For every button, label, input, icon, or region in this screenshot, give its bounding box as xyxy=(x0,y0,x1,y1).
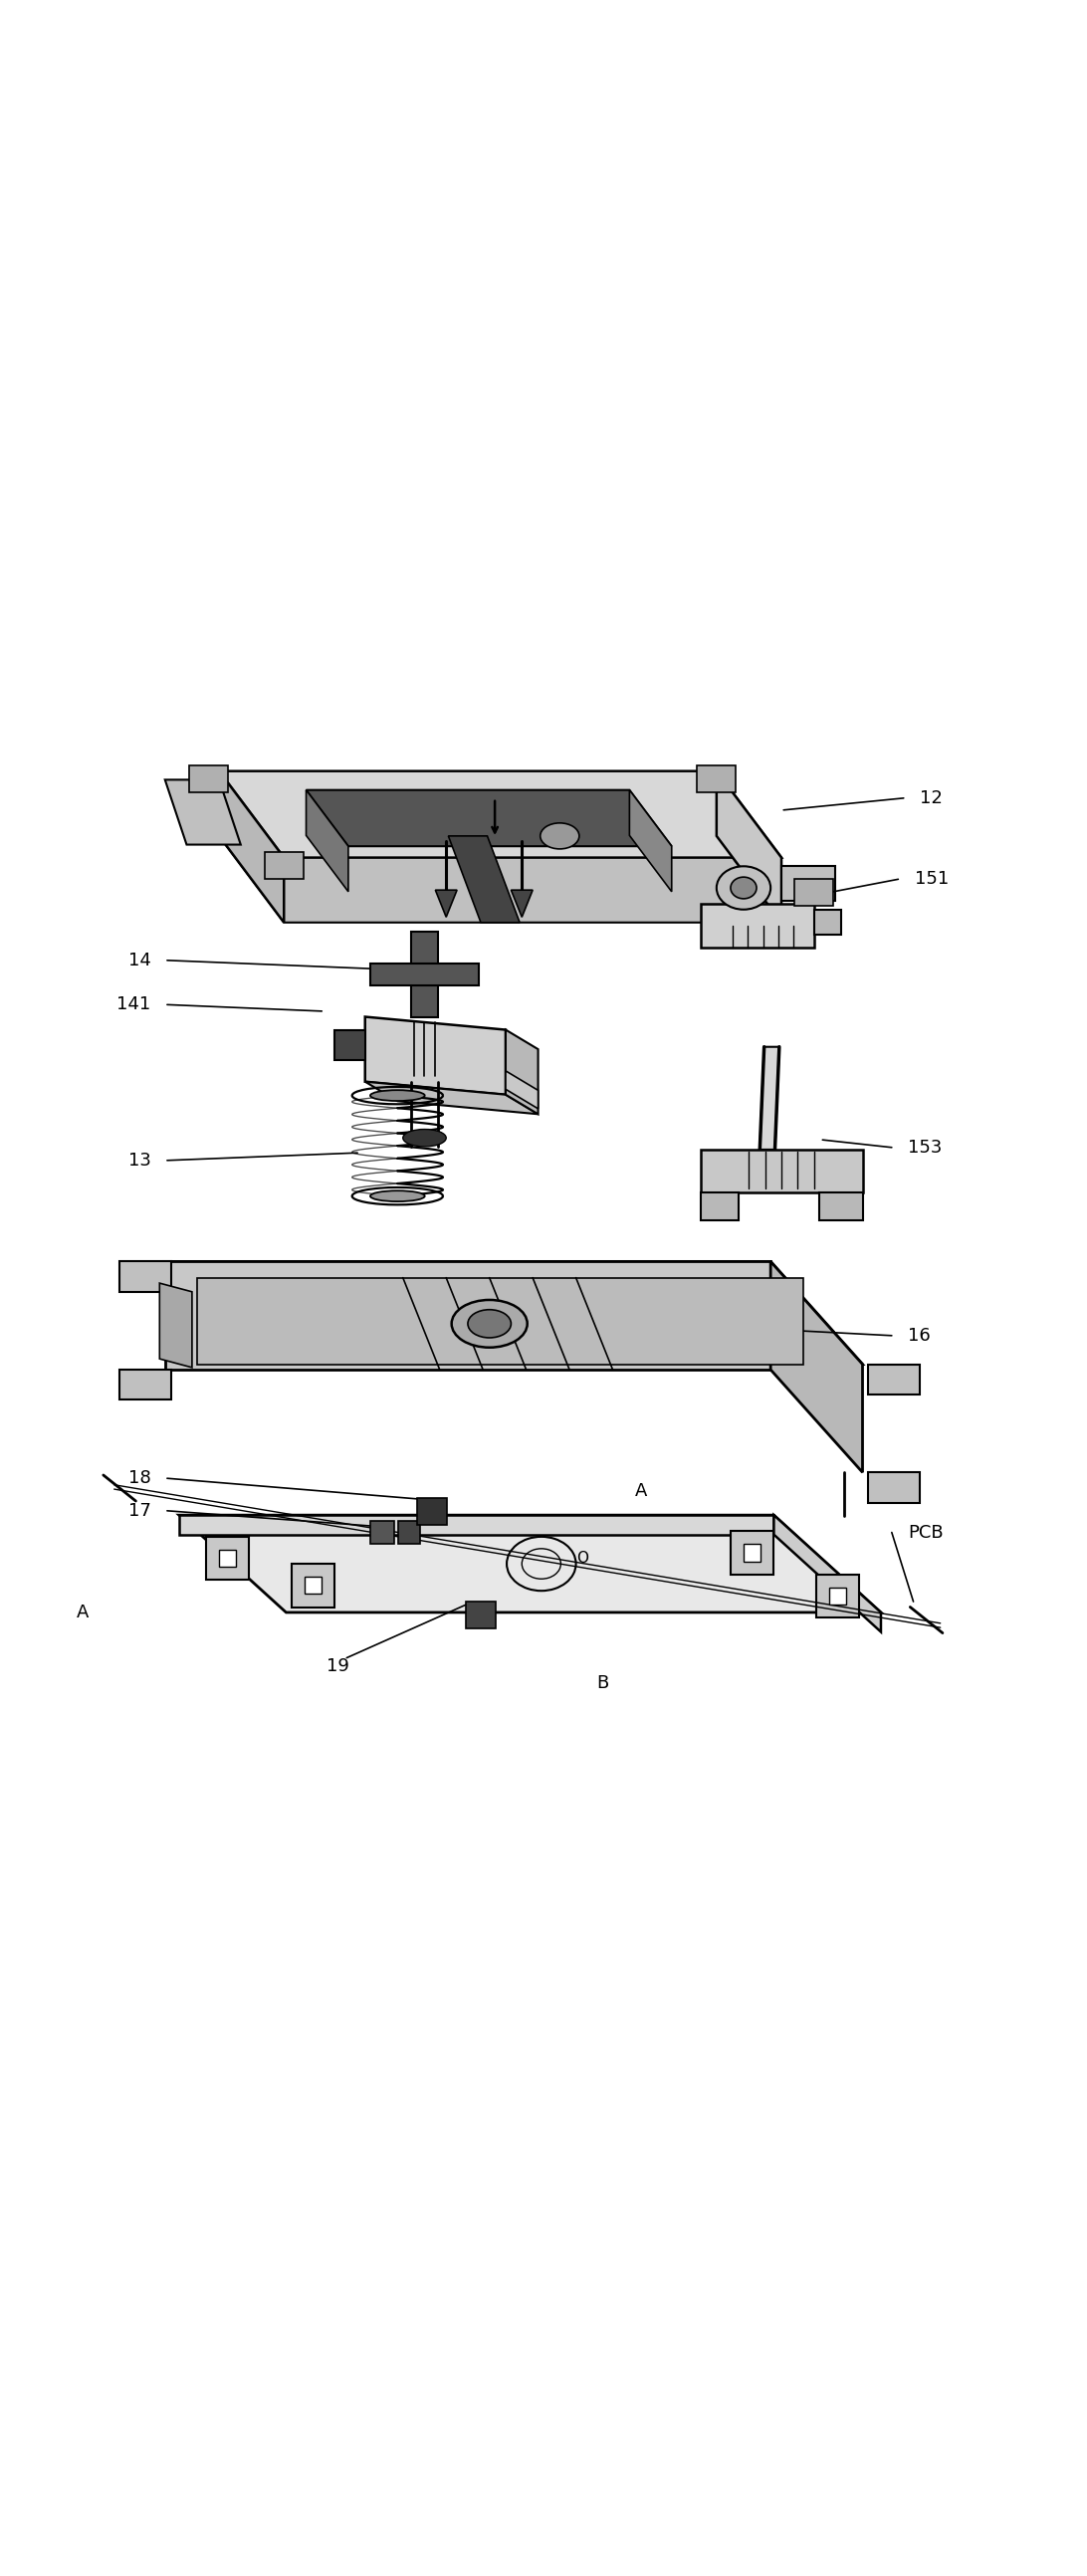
Text: 141: 141 xyxy=(116,997,151,1012)
Bar xyxy=(417,1497,447,1525)
Text: 151: 151 xyxy=(914,871,949,889)
Bar xyxy=(465,1602,496,1628)
Ellipse shape xyxy=(451,1301,527,1347)
Polygon shape xyxy=(160,1283,192,1368)
Polygon shape xyxy=(304,1577,322,1595)
Ellipse shape xyxy=(467,1309,511,1337)
Polygon shape xyxy=(774,1515,880,1631)
Text: 19: 19 xyxy=(326,1656,349,1674)
Polygon shape xyxy=(867,1473,920,1502)
Polygon shape xyxy=(511,891,533,917)
Polygon shape xyxy=(165,1262,771,1370)
Polygon shape xyxy=(179,1515,774,1535)
Polygon shape xyxy=(816,1574,860,1618)
Text: PCB: PCB xyxy=(908,1522,944,1540)
Polygon shape xyxy=(760,1046,779,1149)
Polygon shape xyxy=(291,1564,335,1607)
Polygon shape xyxy=(198,1278,803,1365)
Text: A: A xyxy=(635,1481,647,1499)
Polygon shape xyxy=(730,1530,774,1574)
Polygon shape xyxy=(220,1551,236,1566)
Polygon shape xyxy=(448,837,520,922)
Ellipse shape xyxy=(371,1090,425,1100)
Polygon shape xyxy=(365,1018,505,1095)
Polygon shape xyxy=(820,1193,862,1221)
Text: 18: 18 xyxy=(128,1468,151,1486)
Polygon shape xyxy=(370,963,479,984)
Text: O: O xyxy=(576,1551,588,1566)
Polygon shape xyxy=(629,791,672,891)
Polygon shape xyxy=(697,765,736,793)
Polygon shape xyxy=(179,1515,880,1613)
Polygon shape xyxy=(700,1193,738,1221)
Polygon shape xyxy=(165,781,240,845)
Polygon shape xyxy=(120,1262,172,1291)
Polygon shape xyxy=(220,837,782,922)
Polygon shape xyxy=(436,891,457,917)
Bar xyxy=(399,1520,421,1543)
Text: 13: 13 xyxy=(128,1151,151,1170)
Polygon shape xyxy=(829,1587,847,1605)
Polygon shape xyxy=(716,770,782,922)
Polygon shape xyxy=(700,1149,862,1193)
Text: 153: 153 xyxy=(908,1139,942,1157)
Polygon shape xyxy=(165,1262,862,1365)
Polygon shape xyxy=(782,866,836,902)
Polygon shape xyxy=(264,853,303,878)
Polygon shape xyxy=(220,770,284,922)
Polygon shape xyxy=(744,1543,761,1561)
Polygon shape xyxy=(814,909,841,935)
Polygon shape xyxy=(505,1030,538,1113)
Polygon shape xyxy=(795,878,834,907)
Polygon shape xyxy=(335,1030,365,1061)
Polygon shape xyxy=(307,791,348,891)
Polygon shape xyxy=(307,791,672,848)
Text: 12: 12 xyxy=(920,788,942,806)
Polygon shape xyxy=(505,1072,538,1108)
Polygon shape xyxy=(189,765,227,793)
Polygon shape xyxy=(120,1370,172,1399)
Polygon shape xyxy=(867,1365,920,1394)
Ellipse shape xyxy=(540,822,579,850)
Text: A: A xyxy=(77,1602,89,1620)
Polygon shape xyxy=(365,1082,538,1113)
Polygon shape xyxy=(700,904,814,948)
Ellipse shape xyxy=(403,1128,446,1146)
Ellipse shape xyxy=(730,876,757,899)
Polygon shape xyxy=(207,1538,249,1579)
Polygon shape xyxy=(771,1262,862,1473)
Ellipse shape xyxy=(371,1190,425,1200)
Text: 14: 14 xyxy=(128,951,151,969)
Text: 17: 17 xyxy=(128,1502,151,1520)
Text: 16: 16 xyxy=(908,1327,930,1345)
Polygon shape xyxy=(220,770,782,858)
Bar xyxy=(371,1520,395,1543)
Text: B: B xyxy=(597,1674,609,1692)
Polygon shape xyxy=(412,933,437,1018)
Ellipse shape xyxy=(716,866,771,909)
